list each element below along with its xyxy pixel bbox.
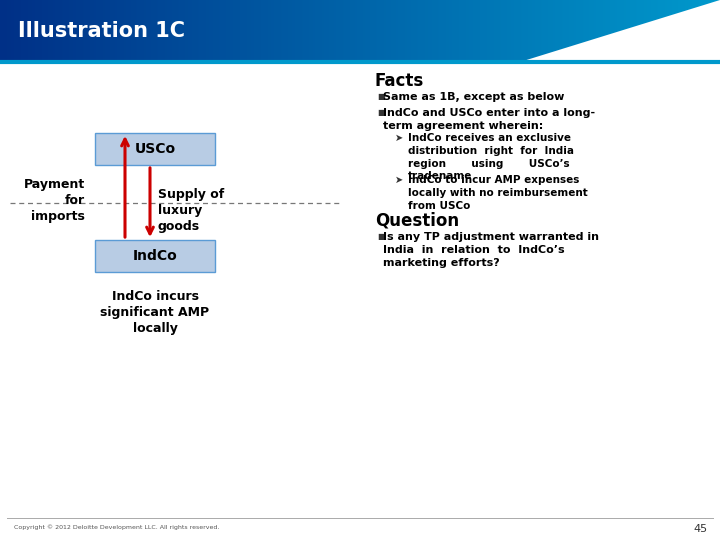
Text: Supply of
luxury
goods: Supply of luxury goods <box>158 188 224 233</box>
Text: Copyright © 2012 Deloitte Development LLC. All rights reserved.: Copyright © 2012 Deloitte Development LL… <box>14 524 220 530</box>
Text: ■: ■ <box>377 92 385 101</box>
FancyBboxPatch shape <box>95 133 215 165</box>
Text: IndCo receives an exclusive
distribution  right  for  India
region       using  : IndCo receives an exclusive distribution… <box>408 133 574 181</box>
Text: 45: 45 <box>694 524 708 534</box>
Text: ➤: ➤ <box>395 175 403 185</box>
Text: Question: Question <box>375 212 459 230</box>
Text: IndCo and USCo enter into a long-
term agreement wherein:: IndCo and USCo enter into a long- term a… <box>383 108 595 131</box>
Text: Facts: Facts <box>375 72 424 90</box>
Text: ■: ■ <box>377 108 385 117</box>
Text: IndCo incurs
significant AMP
locally: IndCo incurs significant AMP locally <box>100 290 210 335</box>
Text: IndCo to incur AMP expenses
locally with no reimbursement
from USCo: IndCo to incur AMP expenses locally with… <box>408 175 588 211</box>
Text: ■: ■ <box>377 232 385 241</box>
Text: ➤: ➤ <box>395 133 403 143</box>
Text: USCo: USCo <box>135 142 176 156</box>
Text: Same as 1B, except as below: Same as 1B, except as below <box>383 92 564 102</box>
Text: IndCo: IndCo <box>132 249 177 263</box>
Text: Illustration 1C: Illustration 1C <box>18 21 185 41</box>
Text: Is any TP adjustment warranted in
India  in  relation  to  IndCo’s
marketing eff: Is any TP adjustment warranted in India … <box>383 232 599 268</box>
Text: Payment
for
imports: Payment for imports <box>24 178 85 223</box>
FancyBboxPatch shape <box>95 240 215 272</box>
Polygon shape <box>520 0 720 62</box>
